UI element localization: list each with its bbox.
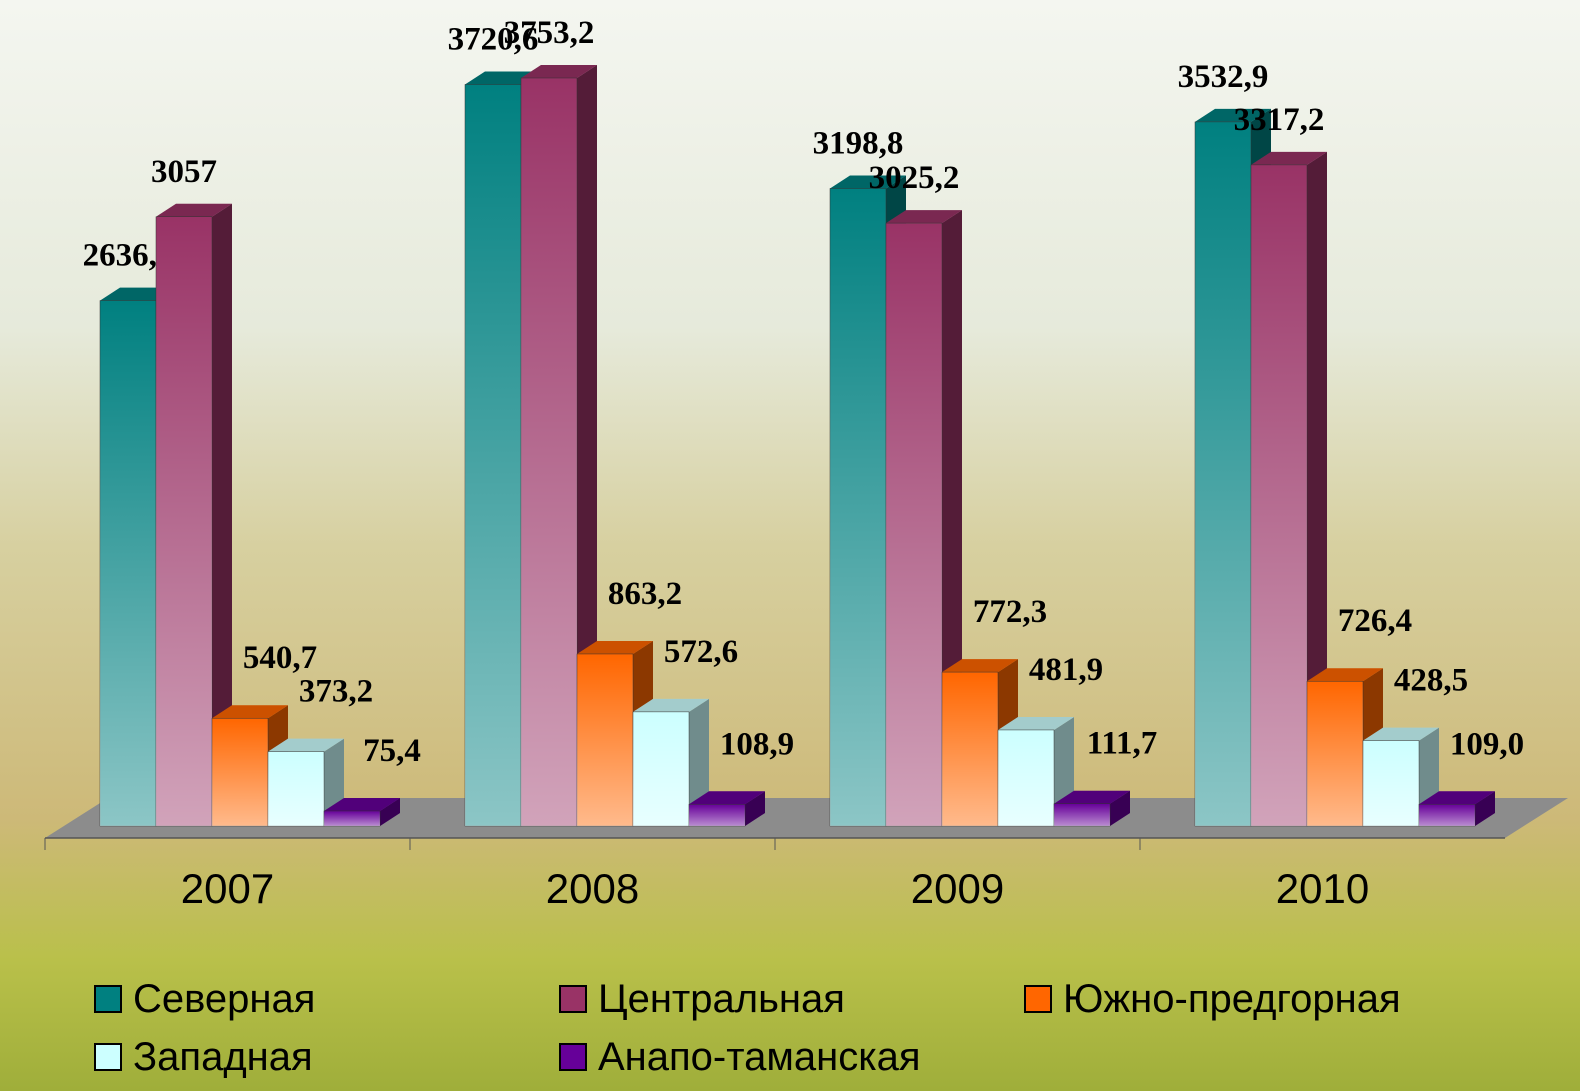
bar-shine [577, 654, 633, 826]
data-label: 572,6 [664, 634, 738, 670]
data-label: 3317,2 [1234, 102, 1325, 138]
bar-shine [633, 712, 689, 826]
data-label: 481,9 [1029, 652, 1103, 688]
bar-shine [1251, 165, 1307, 826]
bar-shine [1307, 681, 1363, 826]
bar-shine [465, 84, 521, 826]
legend-swatch [560, 986, 586, 1012]
legend-swatch [95, 986, 121, 1012]
bar-shine [324, 811, 380, 826]
data-label: 772,3 [973, 594, 1047, 630]
legend-label: Северная [133, 977, 315, 1021]
legend-swatch [1025, 986, 1051, 1012]
bar-shine [1054, 804, 1110, 826]
bar-shine [1363, 741, 1419, 826]
data-label: 3198,8 [813, 125, 904, 161]
x-tick-label: 2010 [1276, 865, 1369, 912]
data-label: 373,2 [299, 674, 373, 710]
bar-shine [100, 301, 156, 826]
data-label: 3532,9 [1178, 59, 1269, 95]
bar-shine [886, 223, 942, 826]
x-tick-label: 2009 [911, 865, 1004, 912]
data-label: 108,9 [720, 726, 794, 762]
x-tick-label: 2007 [181, 865, 274, 912]
bar-shine [830, 188, 886, 826]
legend-label: Центральная [598, 977, 845, 1021]
legend-label: Южно-предгорная [1063, 977, 1401, 1021]
legend-swatch [560, 1044, 586, 1070]
data-label: 111,7 [1087, 726, 1158, 762]
bar-shine [521, 78, 577, 826]
data-label: 75,4 [363, 733, 421, 769]
data-label: 109,0 [1450, 726, 1524, 762]
data-label: 540,7 [243, 640, 317, 676]
bar-shine [998, 730, 1054, 826]
bar-shine [942, 672, 998, 826]
bar-shine [689, 804, 745, 826]
data-label: 3057 [151, 154, 217, 190]
bar-shine [1419, 804, 1475, 826]
bar-shine [212, 718, 268, 826]
chart: 20072636,43057540,7373,275,420083720,637… [0, 0, 1580, 1091]
bar-shine [1195, 122, 1251, 826]
data-label: 428,5 [1394, 663, 1468, 699]
bar-shine [156, 217, 212, 826]
bar-shine [268, 752, 324, 826]
data-label: 3025,2 [869, 160, 960, 196]
data-label: 3753,2 [504, 15, 595, 51]
legend-label: Анапо-таманская [598, 1035, 920, 1079]
legend-swatch [95, 1044, 121, 1070]
data-label: 863,2 [608, 576, 682, 612]
data-label: 726,4 [1338, 603, 1412, 639]
legend-label: Западная [133, 1035, 313, 1079]
background [0, 0, 1580, 1091]
x-tick-label: 2008 [546, 865, 639, 912]
